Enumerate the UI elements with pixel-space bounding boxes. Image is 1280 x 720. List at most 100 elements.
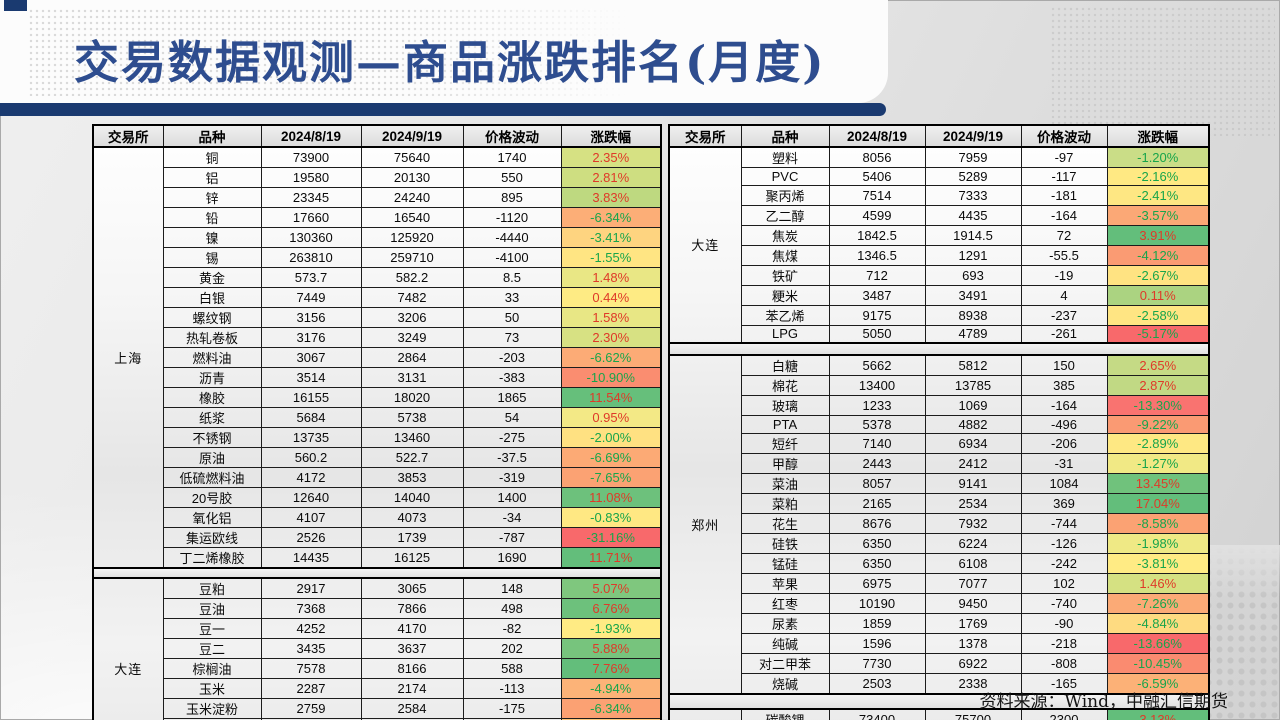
table-row: 低硫燃料油 4172 3853 -319 -7.65% [93,467,662,488]
table-row: 原油 560.2 522.7 -37.5 -6.69% [93,447,662,468]
pct-change-cell: 7.76% [560,658,662,679]
price-end-cell: 5812 [924,354,1022,376]
variety-cell: 黄金 [162,267,262,288]
table-row: 玉米 2287 2174 -113 -4.94% [93,678,662,699]
section-spacer-cell [668,692,1210,710]
title-banner: 交易数据观测—商品涨跌排名(月度) [0,0,888,103]
variety-cell: 菜油 [740,472,830,494]
price-change-cell: 72 [1020,224,1108,246]
table-row: 铅 17660 16540 -1120 -6.34% [93,207,662,228]
price-end-cell: 3065 [360,577,464,599]
price-end-cell: 4170 [360,618,464,639]
table-row: 螺纹钢 3156 3206 50 1.58% [93,307,662,328]
pct-change-cell: 3.83% [560,187,662,208]
pct-change-cell: -2.89% [1106,432,1210,454]
variety-cell: 纯碱 [740,632,830,654]
table-row: 菜粕 2165 2534 369 17.04% [669,492,1210,514]
price-end-cell: 4073 [360,507,464,528]
price-change-cell: -808 [1020,652,1108,674]
pct-change-cell: -7.65% [560,467,662,488]
variety-cell: LPG [740,324,830,344]
table-row: 橡胶 16155 18020 1865 11.54% [93,387,662,408]
pct-change-cell: -3.57% [1106,204,1210,226]
price-start-cell: 5684 [260,407,362,428]
price-change-cell: 1690 [462,547,562,569]
price-start-cell: 6350 [828,532,926,554]
price-change-cell: -203 [462,347,562,368]
pct-change-cell: 3.91% [1106,224,1210,246]
table-row: 上海铜 73900 75640 1740 2.35% [92,146,662,569]
price-end-cell: 3637 [360,638,464,659]
price-change-cell: 150 [1020,354,1108,376]
price-change-cell: 54 [462,407,562,428]
table-row: LPG 5050 4789 -261 -5.17% [669,324,1210,344]
price-end-cell: 1378 [924,632,1022,654]
price-start-cell: 8057 [828,472,926,494]
pct-change-cell: 11.08% [560,487,662,508]
table-row: 丁二烯橡胶 14435 16125 1690 11.71% [93,547,662,569]
variety-cell: 丁二烯橡胶 [162,547,262,569]
price-end-cell: 1914.5 [924,224,1022,246]
variety-cell: 棕榈油 [162,658,262,679]
section-spacer-row [668,692,1210,710]
price-change-cell: -383 [462,367,562,388]
table-row: 郑州 白糖 5662 5812 150 2.65% [668,354,1210,695]
price-start-cell: 23345 [260,187,362,208]
price-end-cell: 3491 [924,284,1022,306]
table-row: 燃料油 3067 2864 -203 -6.62% [93,347,662,368]
price-end-cell: 24240 [360,187,464,208]
table-row: 玻璃 1233 1069 -164 -13.30% [669,394,1210,416]
price-end-cell: 5289 [924,167,1022,186]
table-row: 硅铁 6350 6224 -126 -1.98% [669,532,1210,554]
table-row: 尿素 1859 1769 -90 -4.84% [669,612,1210,634]
pct-change-cell: 2.87% [1106,374,1210,396]
variety-cell: 甲醇 [740,452,830,474]
price-change-cell: 588 [462,658,562,679]
price-end-cell: 8938 [924,304,1022,326]
price-start-cell: 1233 [828,394,926,416]
price-change-cell: -4100 [462,247,562,268]
pct-change-cell: -4.12% [1106,244,1210,266]
table-row: 锡 263810 259710 -4100 -1.55% [93,247,662,268]
price-change-cell: -206 [1020,432,1108,454]
pct-change-cell: -13.30% [1106,394,1210,416]
price-end-cell: 1069 [924,394,1022,416]
table-row: 苯乙烯 9175 8938 -237 -2.58% [669,304,1210,326]
variety-cell: 豆二 [162,638,262,659]
table-row: 锰硅 6350 6108 -242 -3.81% [669,552,1210,574]
variety-cell: 橡胶 [162,387,262,408]
price-start-cell: 5662 [828,354,926,376]
table-row: 粳米 3487 3491 4 0.11% [669,284,1210,306]
pct-change-cell: 13.45% [1106,472,1210,494]
column-header: 交易所 [668,124,742,148]
price-change-cell: -319 [462,467,562,488]
variety-cell: 白银 [162,287,262,308]
price-end-cell: 7077 [924,572,1022,594]
price-start-cell: 12640 [260,487,362,508]
price-end-cell: 14040 [360,487,464,508]
price-start-cell: 17660 [260,207,362,228]
variety-cell: 玉米淀粉 [162,698,262,719]
variety-cell: 氧化铝 [162,507,262,528]
price-change-cell: -82 [462,618,562,639]
price-start-cell: 2503 [828,672,926,695]
pct-change-cell: -4.84% [1106,612,1210,634]
price-change-cell: -4440 [462,227,562,248]
price-end-cell: 1291 [924,244,1022,266]
pct-change-cell: 5.88% [560,638,662,659]
price-start-cell: 3487 [828,284,926,306]
price-change-cell: -181 [1020,184,1108,206]
price-change-cell: -237 [1020,304,1108,326]
table-row: PTA 5378 4882 -496 -9.22% [669,414,1210,434]
price-end-cell: 2864 [360,347,464,368]
price-end-cell: 7482 [360,287,464,308]
variety-cell: 豆油 [162,598,262,619]
table-row: 锌 23345 24240 895 3.83% [93,187,662,208]
pct-change-cell: -2.58% [1106,304,1210,326]
pct-change-cell: 0.11% [1106,284,1210,306]
table-row: 豆油 7368 7866 498 6.76% [93,598,662,619]
price-change-cell: 1740 [462,146,562,168]
column-header: 2024/8/19 [828,124,926,148]
table-row: PVC 5406 5289 -117 -2.16% [669,167,1210,186]
